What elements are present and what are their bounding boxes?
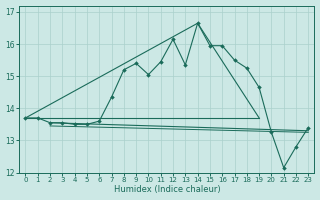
X-axis label: Humidex (Indice chaleur): Humidex (Indice chaleur) [114,185,220,194]
